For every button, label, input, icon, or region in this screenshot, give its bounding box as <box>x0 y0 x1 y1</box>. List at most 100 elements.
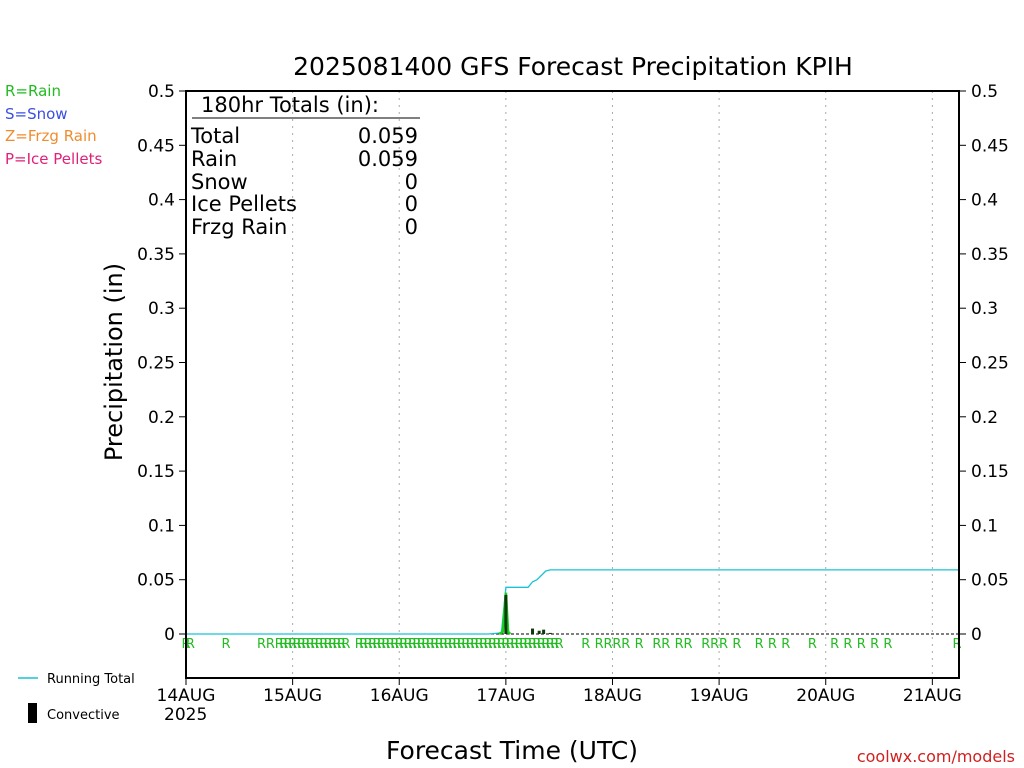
x-tick-label: 19AUG <box>690 686 749 706</box>
totals-snow-value: 0 <box>405 170 418 194</box>
precip-type-marker: R <box>444 637 453 652</box>
precip-type-marker: R <box>781 637 790 652</box>
precip-type-marker: R <box>604 637 613 652</box>
y-tick-label-left: 0.35 <box>137 245 175 265</box>
chart-title: 2025081400 GFS Forecast Precipitation KP… <box>293 52 853 81</box>
precip-type-marker: R <box>319 637 328 652</box>
convective-bars <box>504 594 552 634</box>
precip-type-marker: R <box>337 637 346 652</box>
series-rain <box>498 592 512 636</box>
convective-bar <box>537 630 541 634</box>
precip-type-marker: R <box>675 637 684 652</box>
precip-type-marker: R <box>412 637 421 652</box>
x-ticks: 14AUG 15AUG 16AUG 17AUG 18AUG 19AUG 20AUG 21AUG <box>157 678 962 706</box>
y-tick-label-right: 0.35 <box>971 245 1009 265</box>
precip-type-marker: R <box>221 637 230 652</box>
precip-type-marker: R <box>635 637 644 652</box>
totals-ice-pellets-value: 0 <box>405 192 418 216</box>
precip-type-marker: R <box>550 637 559 652</box>
year-label: 2025 <box>164 705 207 725</box>
convective-bar <box>548 632 552 634</box>
x-tick-label: 21AUG <box>903 686 962 706</box>
precip-type-marker: R <box>528 637 537 652</box>
precip-type-marker: R <box>510 637 519 652</box>
precip-type-marker: R <box>421 637 430 652</box>
precip-type-marker: R <box>808 637 817 652</box>
totals-heading: 180hr Totals (in): <box>201 93 379 117</box>
precip-type-marker: R <box>683 637 692 652</box>
totals-frzg-rain-value: 0 <box>405 215 418 239</box>
totals-rain-label: Rain <box>191 147 237 171</box>
y-tick-label-left: 0.5 <box>148 82 175 102</box>
precip-type-legend: R=Rain S=Snow Z=Frzg Rain P=Ice Pellets <box>5 82 102 168</box>
y-tick-label-right: 0 <box>971 625 982 645</box>
precip-type-marker: R <box>386 637 395 652</box>
precip-type-marker: R <box>701 637 710 652</box>
x-axis-label: Forecast Time (UTC) <box>386 736 638 765</box>
precip-type-marker: R <box>466 637 475 652</box>
totals-box: 180hr Totals (in): Total 0.059 Rain 0.05… <box>190 93 420 239</box>
x-tick-label: 17AUG <box>476 686 535 706</box>
bottom-legend: Running Total Convective <box>18 672 135 723</box>
precip-type-marker: R <box>719 637 728 652</box>
precip-type-marker: R <box>457 637 466 652</box>
convective-bar <box>542 629 546 634</box>
totals-total-label: Total <box>190 124 240 148</box>
totals-ice-pellets-label: Ice Pellets <box>191 192 297 216</box>
precip-type-marker: R <box>484 637 493 652</box>
precip-type-marker: R <box>470 637 479 652</box>
series-running-total <box>186 569 959 635</box>
precip-type-marker: R <box>341 637 350 652</box>
credit-text: coolwx.com/models <box>857 747 1015 766</box>
precip-type-marker: R <box>621 637 630 652</box>
precip-type-marker: R <box>426 637 435 652</box>
x-tick-label: 15AUG <box>263 686 322 706</box>
precip-type-marker: R <box>475 637 484 652</box>
y-tick-label-left: 0.2 <box>148 408 175 428</box>
legend-running-total-label: Running Total <box>47 672 135 687</box>
y-tick-label-right: 0.2 <box>971 408 998 428</box>
plot-frame <box>185 90 960 679</box>
y-tick-label-left: 0.45 <box>137 136 175 156</box>
precip-type-marker: R <box>284 637 293 652</box>
precip-type-marker: R <box>279 637 288 652</box>
precip-type-marker: R <box>257 637 266 652</box>
y-tick-label-right: 0.25 <box>971 354 1009 374</box>
precip-type-marker: R <box>381 637 390 652</box>
convective-bar <box>504 594 508 634</box>
precip-type-marker: R <box>417 637 426 652</box>
precip-type-marker: R <box>301 637 310 652</box>
y-tick-label-left: 0.25 <box>137 354 175 374</box>
precip-type-marker: R <box>333 637 342 652</box>
precip-type-marker: R <box>390 637 399 652</box>
precip-type-marker: R <box>355 637 364 652</box>
legend-convective-label: Convective <box>47 708 120 723</box>
precip-type-marker: R <box>830 637 839 652</box>
y-tick-label-right: 0.45 <box>971 136 1009 156</box>
x-tick-label: 16AUG <box>370 686 429 706</box>
precip-type-marker: R <box>275 637 284 652</box>
precip-type-marker: R <box>595 637 604 652</box>
precip-type-marker: R <box>373 637 382 652</box>
precip-type-marker: R <box>519 637 528 652</box>
legend-convective-swatch <box>28 703 37 723</box>
y-tick-label-right: 0.1 <box>971 516 998 536</box>
y-ticks-left: 0 0.05 0.1 0.15 0.2 0.25 0.3 0.35 0.4 0.45 0.5 <box>137 82 186 645</box>
precip-type-marker: R <box>755 637 764 652</box>
precip-type-marker: R <box>395 637 404 652</box>
precip-type-marker: R <box>532 637 541 652</box>
precip-type-marker: R <box>310 637 319 652</box>
precip-type-marker: R <box>439 637 448 652</box>
precip-type-marker: R <box>537 637 546 652</box>
precip-type-marker: R <box>870 637 879 652</box>
precip-type-marker: R <box>515 637 524 652</box>
y-tick-label-left: 0.15 <box>137 462 175 482</box>
precip-type-marker: R <box>501 637 510 652</box>
precip-type-marker: R <box>306 637 315 652</box>
precip-type-marker: R <box>492 637 501 652</box>
precip-type-marker: R <box>297 637 306 652</box>
precip-type-marker: R <box>368 637 377 652</box>
totals-total-value: 0.059 <box>358 124 418 148</box>
precip-type-marker: R <box>710 637 719 652</box>
